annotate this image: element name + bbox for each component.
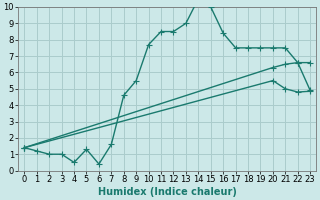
X-axis label: Humidex (Indice chaleur): Humidex (Indice chaleur) bbox=[98, 187, 237, 197]
